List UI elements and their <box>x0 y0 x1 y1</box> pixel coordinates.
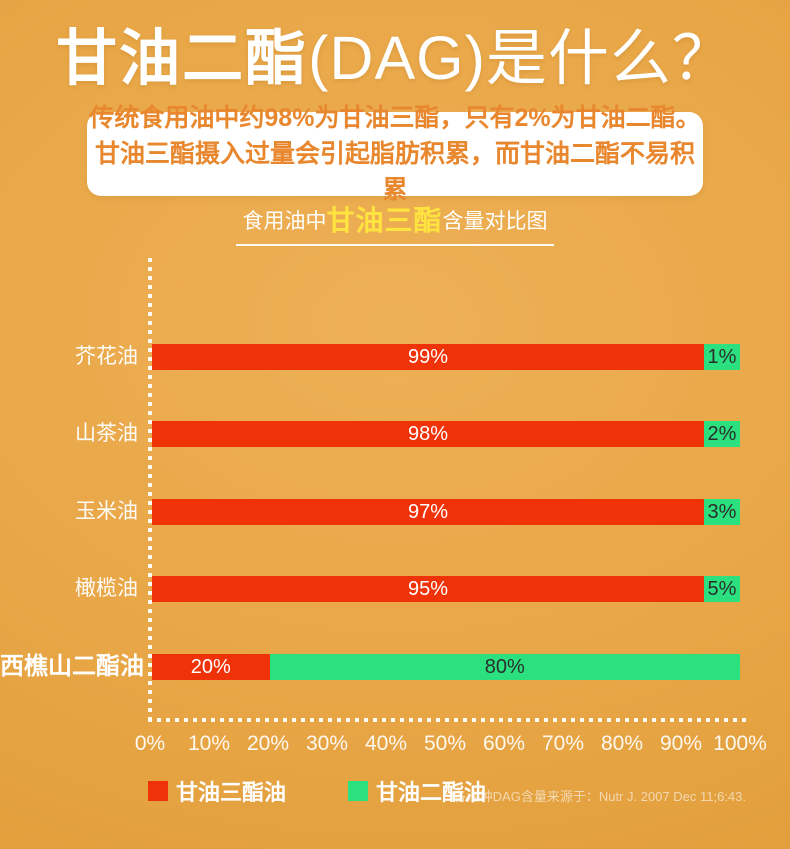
legend-label: 甘油二酯油 <box>376 780 487 805</box>
x-tick-label: 10% <box>187 732 231 755</box>
chart-heading: 食用油中甘油三酯含量对比图 <box>0 206 790 246</box>
legend-item: 甘油二酯油 <box>348 775 486 807</box>
chart-heading-highlight: 甘油三酯 <box>326 205 443 236</box>
x-axis-dotted-line <box>148 718 748 722</box>
page-title-bold: 甘油二酯 <box>56 24 309 92</box>
bar-segment-diglyceride: 80% <box>269 654 740 680</box>
bar-track: 99% 1% <box>152 344 740 370</box>
page-title: 甘油二酯(DAG)是什么？ <box>0 18 790 98</box>
x-tick-label: 90% <box>659 732 703 755</box>
bar-row: 山茶油 98% 2% <box>0 421 790 447</box>
legend-swatch-icon <box>148 781 168 801</box>
bar-row: 芥花油 99% 1% <box>0 344 790 370</box>
source-footnote: **各油种DAG含量来源于：Nutr J. 2007 Dec 11;6:43. <box>443 789 746 804</box>
category-label: 橄榄油 <box>75 577 138 600</box>
chart-legend: 甘油三酯油 甘油二酯油 <box>148 775 486 807</box>
chart-heading-prefix: 食用油中 <box>242 210 327 233</box>
bar-segment-diglyceride: 1% <box>704 344 740 370</box>
x-tick-label: 40% <box>364 732 408 755</box>
bar-track: 97% 3% <box>152 499 740 525</box>
y-axis-dotted-line <box>148 258 152 720</box>
bar-segment-diglyceride: 2% <box>704 421 740 447</box>
bar-row: 玉米油 97% 3% <box>0 499 790 525</box>
bar-track: 20% 80% <box>152 654 740 680</box>
bar-row: 西樵山二酯油 20% 80% <box>0 654 790 680</box>
bar-segment-triglyceride: 98% <box>152 421 704 447</box>
bar-track: 98% 2% <box>152 421 740 447</box>
category-label: 芥花油 <box>75 345 138 368</box>
bar-segment-triglyceride: 20% <box>152 654 270 680</box>
bar-segment-triglyceride: 99% <box>152 344 704 370</box>
intro-line-1: 传统食用油中约98%为甘油三酯，只有2%为甘油二酯。 <box>89 104 701 132</box>
page-title-light: (DAG)是什么？ <box>308 24 734 92</box>
x-tick-label: 20% <box>246 732 290 755</box>
x-tick-label: 80% <box>600 732 644 755</box>
legend-label: 甘油三酯油 <box>176 780 287 805</box>
x-tick-label: 60% <box>482 732 526 755</box>
x-tick-label: 100% <box>713 732 767 755</box>
chart-heading-suffix: 含量对比图 <box>442 210 548 233</box>
x-tick-label: 0% <box>134 732 166 755</box>
bar-segment-diglyceride: 5% <box>704 576 740 602</box>
bar-row: 橄榄油 95% 5% <box>0 576 790 602</box>
category-label: 西樵山二酯油 <box>0 653 144 680</box>
bar-segment-diglyceride: 3% <box>704 499 740 525</box>
bar-segment-triglyceride: 95% <box>152 576 704 602</box>
chart-heading-underlined: 食用油中甘油三酯含量对比图 <box>236 205 554 246</box>
bar-track: 95% 5% <box>152 576 740 602</box>
intro-text-box: 传统食用油中约98%为甘油三酯，只有2%为甘油二酯。 甘油三酯摄入过量会引起脂肪… <box>87 104 703 204</box>
category-label: 玉米油 <box>75 500 138 523</box>
x-tick-label: 50% <box>423 732 467 755</box>
legend-item: 甘油三酯油 <box>148 775 286 807</box>
category-label: 山茶油 <box>75 422 138 445</box>
x-tick-label: 70% <box>541 732 585 755</box>
legend-swatch-icon <box>348 781 369 801</box>
intro-line-2: 甘油三酯摄入过量会引起脂肪积累，而甘油二酯不易积累 <box>94 140 695 204</box>
bar-segment-triglyceride: 97% <box>152 499 704 525</box>
x-tick-label: 30% <box>305 732 349 755</box>
